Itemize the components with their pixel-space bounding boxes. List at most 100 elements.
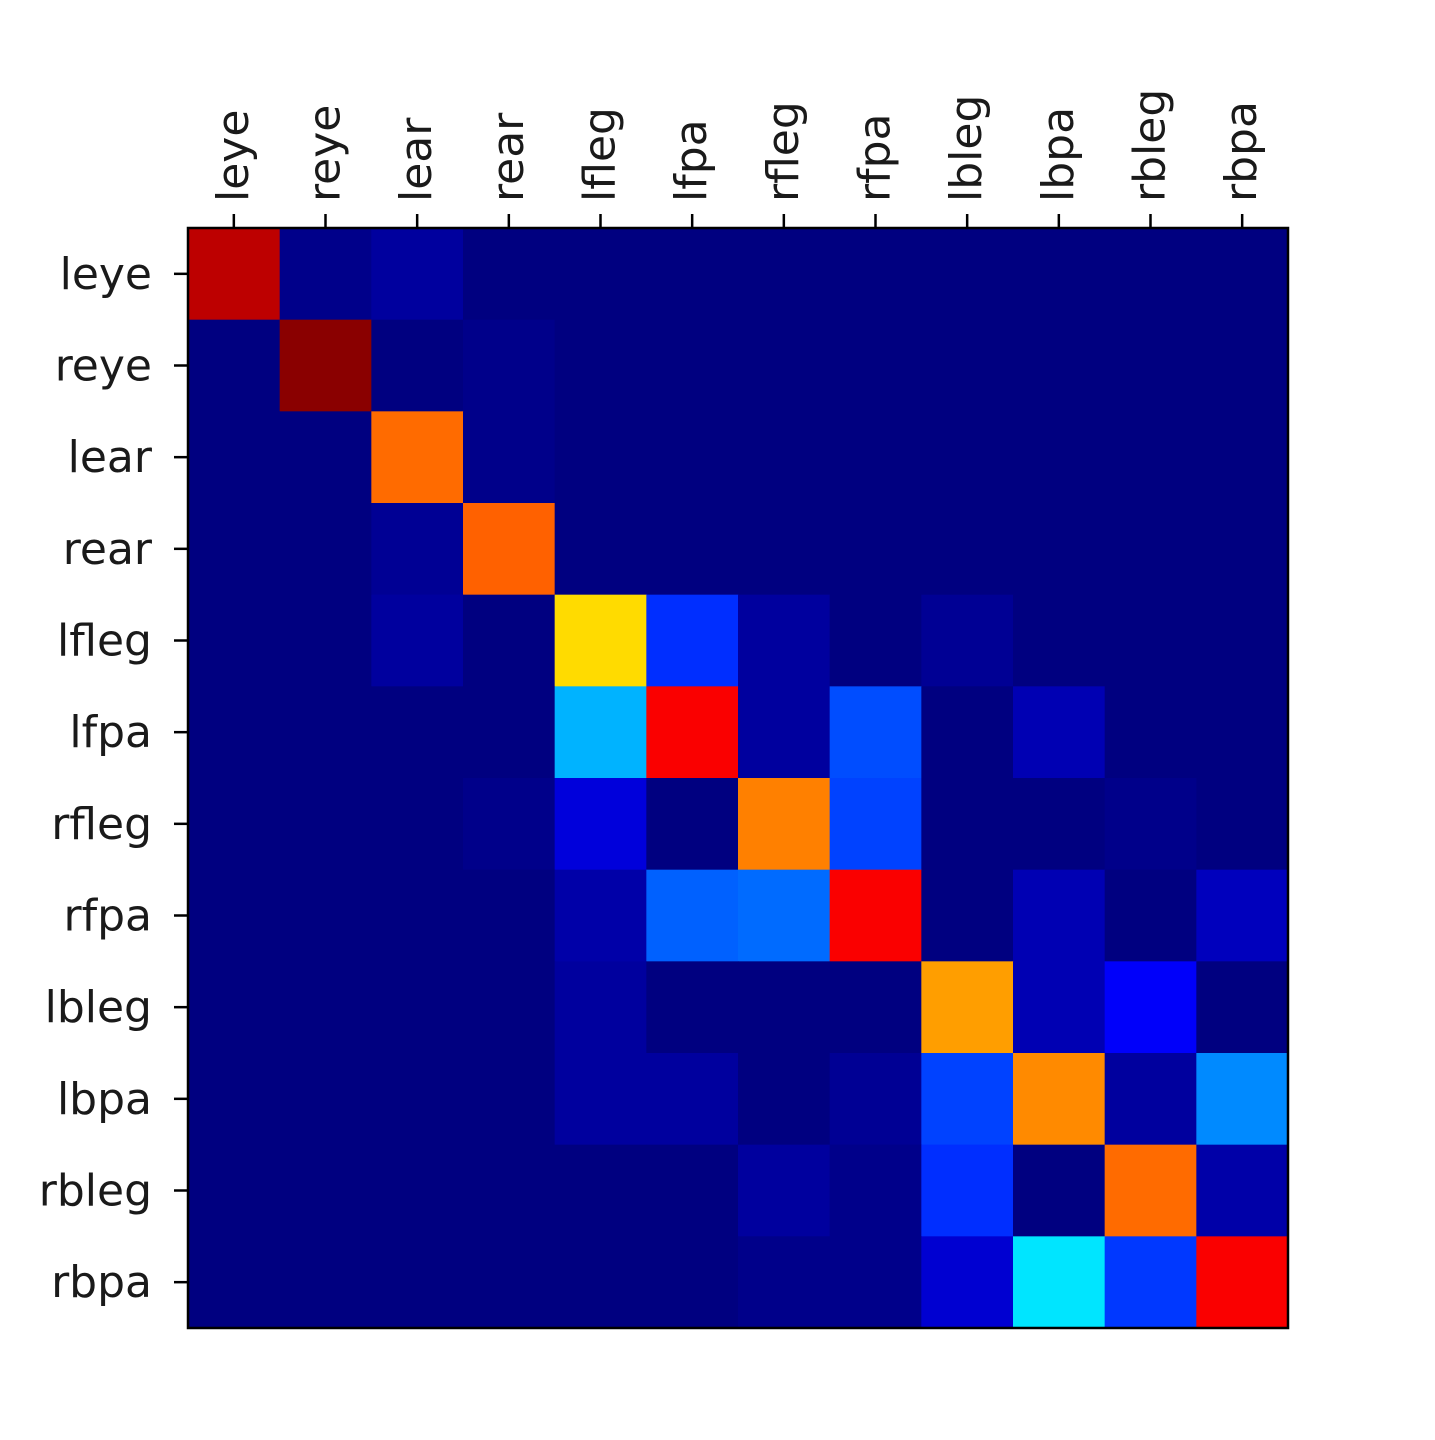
x-tick-label-rbpa: rbpa [1216,101,1267,202]
heatmap-cell-lfpa-lear [371,686,464,779]
heatmap-cell-lear-reye [279,411,372,504]
heatmap-cell-rfpa-lbpa [1013,869,1106,962]
heatmap-cell-leye-lear [371,228,464,321]
heatmap-cell-rear-lbpa [1013,503,1106,596]
heatmap-cell-lbleg-lbleg [921,961,1014,1054]
heatmap-cell-lear-rfpa [829,411,922,504]
heatmap-cell-lbpa-reye [279,1053,372,1146]
heatmap-cell-leye-lfpa [646,228,739,321]
heatmap-cell-rfpa-lfleg [554,869,647,962]
heatmap-cell-lear-lfleg [554,411,647,504]
heatmap-cell-lear-lfpa [646,411,739,504]
heatmap-cell-rbpa-rfleg [738,1236,831,1329]
heatmap-cell-rbpa-leye [188,1236,281,1329]
x-tick-label-rear: rear [483,112,534,202]
heatmap-cell-rfleg-rear [463,778,556,871]
heatmap-cell-rbpa-rbleg [1104,1236,1197,1329]
heatmap-cell-lear-leye [188,411,281,504]
x-tick-label-lfleg: lfleg [575,107,626,202]
heatmap-cell-lbpa-rear [463,1053,556,1146]
heatmap-cell-rfleg-rbpa [1196,778,1289,871]
heatmap-cell-rbpa-rear [463,1236,556,1329]
heatmap-cell-leye-rbpa [1196,228,1289,321]
heatmap-cell-lbpa-lfpa [646,1053,739,1146]
y-tick-label-lear: lear [68,432,153,483]
heatmap-cell-lbleg-rbpa [1196,961,1289,1054]
heatmap-cell-rear-rbleg [1104,503,1197,596]
y-tick-label-lfleg: lfleg [57,616,152,667]
heatmap-cell-lbleg-lbpa [1013,961,1106,1054]
heatmap-cell-rfpa-lbleg [921,869,1014,962]
heatmap-cell-lbpa-lear [371,1053,464,1146]
y-tick-label-leye: leye [60,249,152,300]
plot-frame [186,226,1290,1330]
heatmap-cell-rfleg-lfpa [646,778,739,871]
heatmap-cells [188,228,1289,1329]
heatmap-cell-lbpa-leye [188,1053,281,1146]
heatmap-cell-rbleg-leye [188,1144,281,1237]
heatmap-cell-lfpa-rfpa [829,686,922,779]
y-tick-label-rfpa: rfpa [64,891,152,942]
heatmap-cell-rfleg-rbleg [1104,778,1197,871]
y-tick-label-rbleg: rbleg [39,1166,152,1217]
heatmap-cell-rbleg-lbleg [921,1144,1014,1237]
heatmap-cell-rfleg-rfleg [738,778,831,871]
heatmap-cell-reye-reye [279,319,372,412]
heatmap-cell-rfleg-lbleg [921,778,1014,871]
heatmap-cell-rbleg-lbpa [1013,1144,1106,1237]
x-tick-label-rfpa: rfpa [850,114,901,202]
heatmap-cell-rfpa-leye [188,869,281,962]
heatmap-cell-leye-lbpa [1013,228,1106,321]
heatmap-cell-reye-rbpa [1196,319,1289,412]
y-tick-label-rfleg: rfleg [51,799,152,850]
heatmap-cell-lfpa-leye [188,686,281,779]
heatmap-cell-rbleg-rfleg [738,1144,831,1237]
heatmap-cell-rfpa-lear [371,869,464,962]
heatmap-cell-reye-rbleg [1104,319,1197,412]
heatmap-cell-rfleg-leye [188,778,281,871]
heatmap-cell-rbleg-lfleg [554,1144,647,1237]
heatmap-cell-leye-lbleg [921,228,1014,321]
x-tick-label-lear: lear [391,117,442,202]
heatmap-cell-lfpa-rbleg [1104,686,1197,779]
heatmap-cell-rbleg-lfpa [646,1144,739,1237]
heatmap-cell-rbpa-lfpa [646,1236,739,1329]
heatmap-cell-leye-leye [188,228,281,321]
heatmap-cell-rbpa-lbleg [921,1236,1014,1329]
heatmap-cell-rbleg-reye [279,1144,372,1237]
heatmap-cell-lbpa-lbpa [1013,1053,1106,1146]
heatmap-cell-rfleg-lfleg [554,778,647,871]
heatmap-cell-rbleg-lear [371,1144,464,1237]
heatmap-cell-rear-rbpa [1196,503,1289,596]
heatmap-cell-leye-rfpa [829,228,922,321]
heatmap-cell-lfleg-lfleg [554,594,647,687]
x-tick-label-lbpa: lbpa [1033,107,1084,202]
heatmap-cell-rfpa-rfpa [829,869,922,962]
x-tick-label-lfpa: lfpa [666,119,717,202]
heatmap-cell-lbleg-rfleg [738,961,831,1054]
heatmap-cell-rear-rfleg [738,503,831,596]
heatmap-cell-lbpa-lfleg [554,1053,647,1146]
x-tick-label-leye: leye [208,110,259,202]
heatmap-cell-rfpa-reye [279,869,372,962]
heatmap-cell-rbpa-lfleg [554,1236,647,1329]
heatmap-cell-rear-leye [188,503,281,596]
y-tick-label-rear: rear [63,524,153,575]
heatmap-cell-lear-rbpa [1196,411,1289,504]
heatmap-cell-lfpa-lfleg [554,686,647,779]
heatmap-cell-lfpa-rear [463,686,556,779]
heatmap-cell-lfpa-lfpa [646,686,739,779]
heatmap-cell-lfleg-lear [371,594,464,687]
y-axis-left: leye reye lear rear lfleg lfpa rfleg rfpa lbleg l… [39,249,188,1308]
heatmap-cell-rbpa-lbpa [1013,1236,1106,1329]
heatmap-cell-rfleg-lear [371,778,464,871]
heatmap-cell-reye-lbleg [921,319,1014,412]
y-tick-label-lbpa: lbpa [57,1074,152,1125]
heatmap-cell-lfpa-rbpa [1196,686,1289,779]
x-tick-label-rbleg: rbleg [1125,89,1176,202]
heatmap-cell-leye-rfleg [738,228,831,321]
heatmap-cell-rear-reye [279,503,372,596]
heatmap-cell-rbleg-rfpa [829,1144,922,1237]
